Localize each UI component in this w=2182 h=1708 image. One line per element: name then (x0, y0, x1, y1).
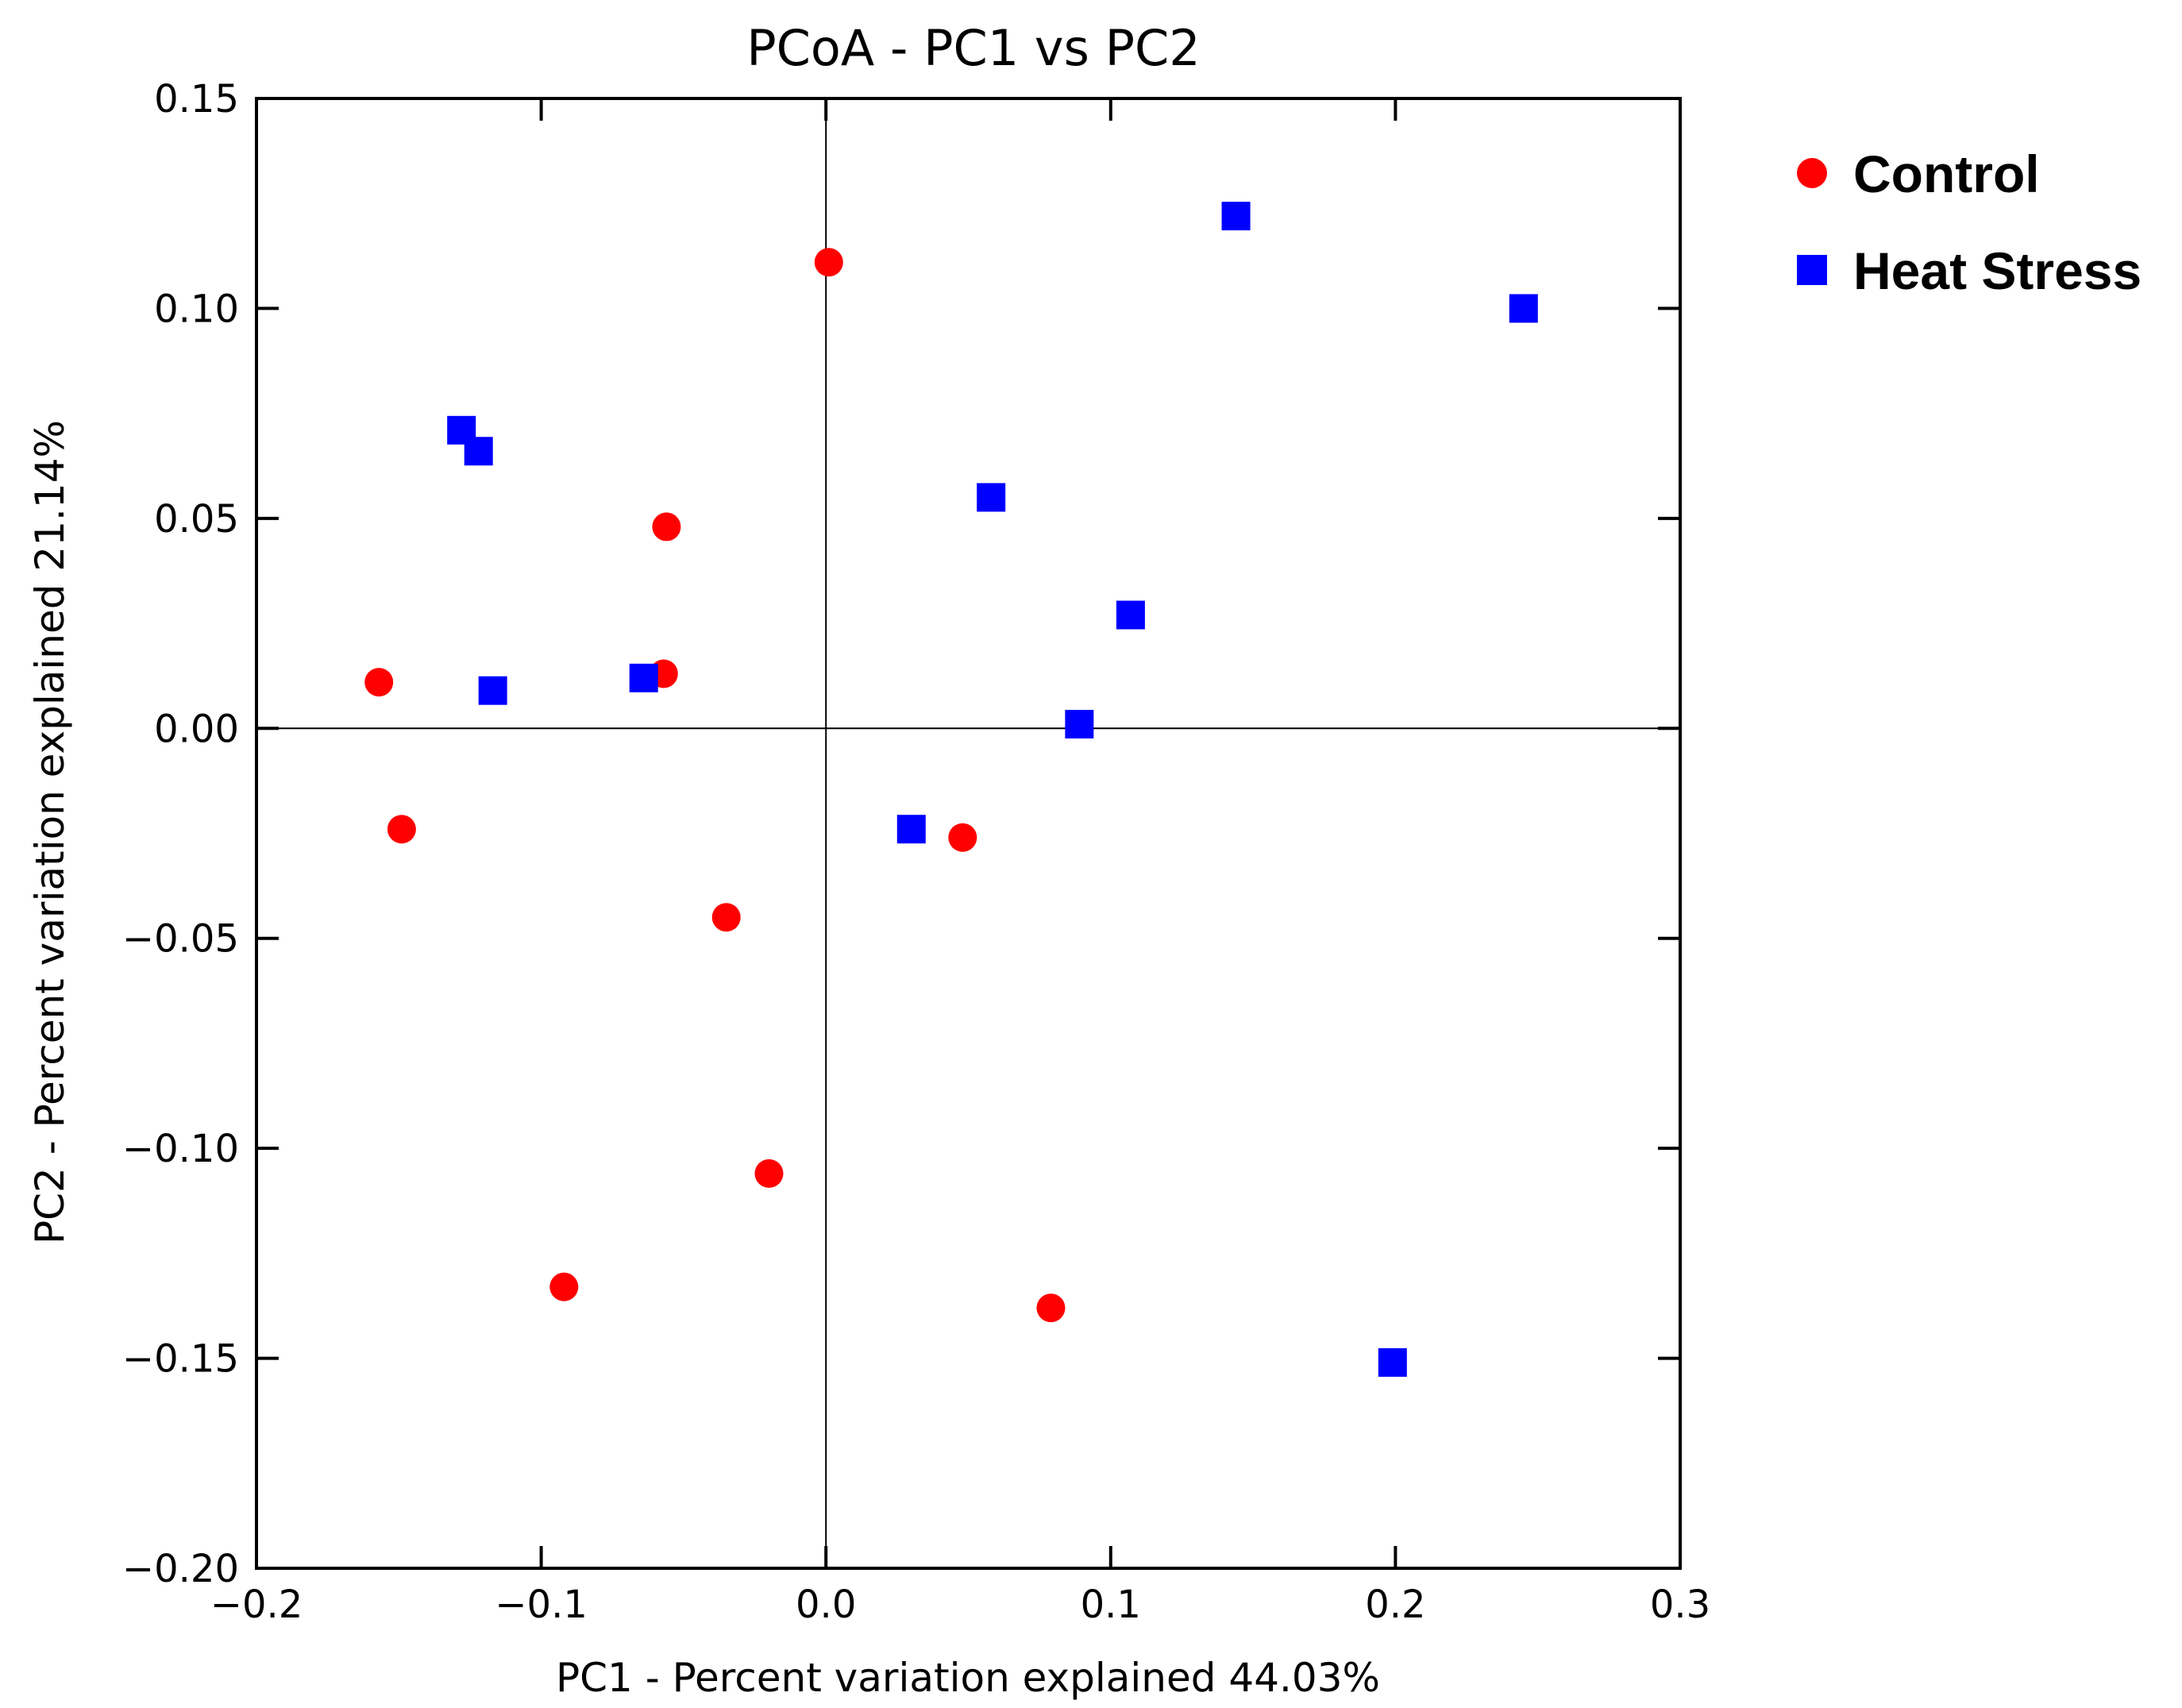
x-tick-label: 0.2 (1365, 1583, 1425, 1627)
control-point (948, 823, 977, 852)
x-tick-label: 0.3 (1650, 1583, 1710, 1627)
legend-heat-stress-label: Heat Stress (1853, 241, 2142, 300)
control-point (754, 1159, 784, 1188)
chart-title: PCoA - PC1 vs PC2 (746, 19, 1200, 77)
heat-stress-point (629, 663, 658, 692)
y-axis-ticks: 0.15 0.10 0.05 0.00 −0.05 −0.10 −0.15 −0.20 (122, 77, 1680, 1591)
legend: Control Heat Stress (1797, 145, 2142, 300)
plot-frame (255, 97, 1682, 1570)
heat-stress-point (1116, 600, 1145, 630)
heat-stress-point (1509, 294, 1538, 323)
heat-stress-point (896, 815, 926, 844)
zero-reference-lines (256, 98, 1680, 1568)
y-tick-label: −0.15 (122, 1337, 239, 1382)
y-tick-label: 0.15 (154, 77, 239, 121)
x-tick-label: 0.0 (796, 1583, 856, 1627)
control-point (549, 1272, 579, 1301)
control-point (814, 248, 843, 277)
y-tick-label: 0.10 (154, 287, 239, 331)
control-point (711, 903, 741, 932)
x-axis-ticks: −0.2 −0.1 0.0 0.1 0.2 0.3 (210, 98, 1710, 1627)
control-point (1036, 1294, 1066, 1323)
heat-stress-point (977, 483, 1006, 512)
y-tick-label: −0.20 (122, 1547, 239, 1591)
legend-heat-stress-marker (1797, 255, 1827, 285)
control-point (387, 815, 416, 844)
heat-stress-point (478, 676, 507, 705)
x-axis-title: PC1 - Percent variation explained 44.03% (556, 1655, 1380, 1701)
x-tick-label: −0.1 (495, 1583, 588, 1627)
y-tick-label: −0.10 (122, 1127, 239, 1171)
legend-control-label: Control (1853, 145, 2040, 203)
heat-stress-point (1221, 202, 1251, 231)
legend-control-marker (1797, 158, 1827, 188)
heat-stress-point (464, 437, 493, 466)
x-tick-label: −0.2 (210, 1583, 303, 1627)
y-tick-label: −0.05 (122, 917, 239, 962)
x-tick-label: 0.1 (1081, 1583, 1141, 1627)
y-axis-title: PC2 - Percent variation explained 21.14% (27, 420, 73, 1244)
control-point (652, 512, 681, 542)
data-points (364, 202, 1538, 1377)
y-tick-label: 0.00 (154, 707, 239, 751)
heat-stress-point (1065, 709, 1094, 738)
control-point (364, 668, 394, 697)
heat-stress-point (1378, 1348, 1407, 1377)
y-tick-label: 0.05 (154, 497, 239, 542)
